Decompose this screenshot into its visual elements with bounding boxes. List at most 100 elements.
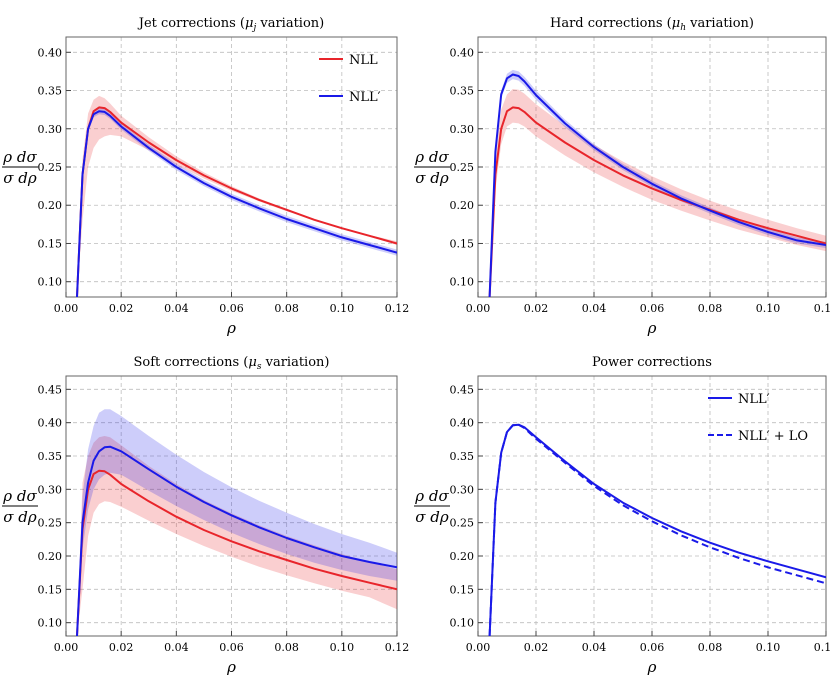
y-axis-label: ρ dσ σ dρ xyxy=(414,487,450,526)
uncertainty-band-nll xyxy=(77,95,397,297)
y-tick-label: 0.10 xyxy=(38,276,63,289)
series-line-2 xyxy=(488,73,826,297)
svg-text:σ dρ: σ dρ xyxy=(415,169,449,187)
y-tick-label: 0.15 xyxy=(38,583,63,596)
uncertainty-band-nllprime xyxy=(77,409,397,636)
series-line-2 xyxy=(488,423,826,636)
plot-area xyxy=(488,423,826,636)
x-tick-label: 0.08 xyxy=(698,302,723,315)
chart-title: Hard corrections (μh variation) xyxy=(550,16,754,33)
y-tick-label: 0.20 xyxy=(38,550,63,563)
x-tick-label: 0.04 xyxy=(164,641,189,654)
y-axis-label: ρ dσ σ dρ xyxy=(2,148,38,187)
x-tick-label: 0.04 xyxy=(582,302,607,315)
y-tick-label: 0.35 xyxy=(450,85,475,98)
legend-label: NLL xyxy=(349,53,378,68)
y-tick-label: 0.40 xyxy=(38,417,63,430)
svg-text:ρ dσ: ρ dσ xyxy=(2,487,37,505)
chart-title: Jet corrections (μj variation) xyxy=(137,16,325,33)
x-tick-label: 0.06 xyxy=(219,302,244,315)
x-tick-label: 0.00 xyxy=(54,641,79,654)
x-tick-label: 0.04 xyxy=(582,641,607,654)
legend: NLL NLL′ xyxy=(319,53,381,105)
x-tick-label: 0.00 xyxy=(466,641,491,654)
uncertainty-band-nll xyxy=(77,436,397,636)
x-tick-label: 0.06 xyxy=(219,641,244,654)
x-tick-label: 0.02 xyxy=(524,302,549,315)
chart-title: Power corrections xyxy=(592,355,712,370)
y-axis-label: ρ dσ σ dρ xyxy=(414,148,450,187)
y-tick-label: 0.30 xyxy=(450,123,475,136)
y-tick-label: 0.10 xyxy=(38,617,63,630)
x-tick-label: 0.06 xyxy=(640,302,665,315)
y-tick-label: 0.30 xyxy=(450,483,475,496)
y-tick-label: 0.15 xyxy=(450,583,475,596)
plot-area xyxy=(76,409,397,636)
y-tick-label: 0.35 xyxy=(450,450,475,463)
uncertainty-band-nll xyxy=(489,89,826,297)
x-tick-label: 0.08 xyxy=(698,641,723,654)
svg-text:σ dρ: σ dρ xyxy=(3,508,37,526)
x-tick-label: 0.12 xyxy=(814,302,830,315)
y-tick-label: 0.45 xyxy=(38,383,63,396)
y-tick-label: 0.30 xyxy=(38,123,63,136)
legend-label: NLL′ xyxy=(349,90,381,105)
y-tick-label: 0.45 xyxy=(450,383,475,396)
y-tick-label: 0.25 xyxy=(450,161,475,174)
plot-area xyxy=(488,69,826,297)
chart-panel-1: 0.00 0.02 0.04 0.06 0.08 0.10 0.12 0.10 0.15 0.20… xyxy=(2,16,409,337)
x-tick-label: 0.08 xyxy=(274,641,299,654)
x-tick-label: 0.10 xyxy=(330,641,355,654)
y-tick-label: 0.25 xyxy=(38,517,63,530)
svg-text:σ dρ: σ dρ xyxy=(3,169,37,187)
x-axis-label: ρ xyxy=(647,319,657,337)
y-tick-label: 0.25 xyxy=(38,161,63,174)
svg-text:ρ dσ: ρ dσ xyxy=(2,148,37,166)
x-tick-label: 0.12 xyxy=(814,641,830,654)
y-tick-label: 0.40 xyxy=(38,46,63,59)
chart-panel-4: 0.00 0.02 0.04 0.06 0.08 0.10 0.12 0.10 0.15 0.20… xyxy=(414,355,830,676)
x-tick-label: 0.06 xyxy=(640,641,665,654)
chart-title: Soft corrections (μs variation) xyxy=(134,355,330,372)
series-line-2 xyxy=(76,445,397,636)
x-tick-label: 0.00 xyxy=(54,302,79,315)
y-tick-label: 0.35 xyxy=(38,450,63,463)
x-axis-label: ρ xyxy=(647,658,657,676)
y-tick-label: 0.10 xyxy=(450,276,475,289)
chart-panel-2: 0.00 0.02 0.04 0.06 0.08 0.10 0.12 0.10 0.15 0.20… xyxy=(414,16,830,337)
y-tick-label: 0.15 xyxy=(38,237,63,250)
x-tick-label: 0.10 xyxy=(330,302,355,315)
x-tick-label: 0.02 xyxy=(109,641,134,654)
legend-label: NLL′ + LO xyxy=(738,429,808,444)
legend: NLL′ NLL′ + LO xyxy=(708,392,808,444)
chart-panel-3: 0.00 0.02 0.04 0.06 0.08 0.10 0.12 0.10 0.15 0.20… xyxy=(2,355,409,676)
y-tick-label: 0.35 xyxy=(38,85,63,98)
series-line-1 xyxy=(76,469,397,636)
x-tick-label: 0.10 xyxy=(756,641,781,654)
x-tick-label: 0.12 xyxy=(385,641,410,654)
x-tick-label: 0.04 xyxy=(164,302,189,315)
series-line-2 xyxy=(76,110,397,297)
x-tick-label: 0.12 xyxy=(385,302,410,315)
legend-label: NLL′ xyxy=(738,392,770,407)
y-tick-label: 0.20 xyxy=(38,199,63,212)
x-tick-label: 0.10 xyxy=(756,302,781,315)
svg-text:ρ dσ: ρ dσ xyxy=(414,148,449,166)
svg-text:σ dρ: σ dρ xyxy=(415,508,449,526)
y-tick-label: 0.40 xyxy=(450,46,475,59)
y-tick-label: 0.30 xyxy=(38,483,63,496)
y-tick-label: 0.40 xyxy=(450,417,475,430)
y-tick-label: 0.10 xyxy=(450,617,475,630)
y-tick-label: 0.15 xyxy=(450,237,475,250)
y-tick-label: 0.25 xyxy=(450,517,475,530)
x-tick-label: 0.00 xyxy=(466,302,491,315)
x-tick-label: 0.02 xyxy=(109,302,134,315)
uncertainty-band-nllprime xyxy=(77,108,397,297)
x-tick-label: 0.08 xyxy=(274,302,299,315)
x-tick-label: 0.02 xyxy=(524,641,549,654)
plot-area xyxy=(76,95,397,297)
series-line-1 xyxy=(488,106,826,297)
y-tick-label: 0.20 xyxy=(450,199,475,212)
y-tick-label: 0.20 xyxy=(450,550,475,563)
